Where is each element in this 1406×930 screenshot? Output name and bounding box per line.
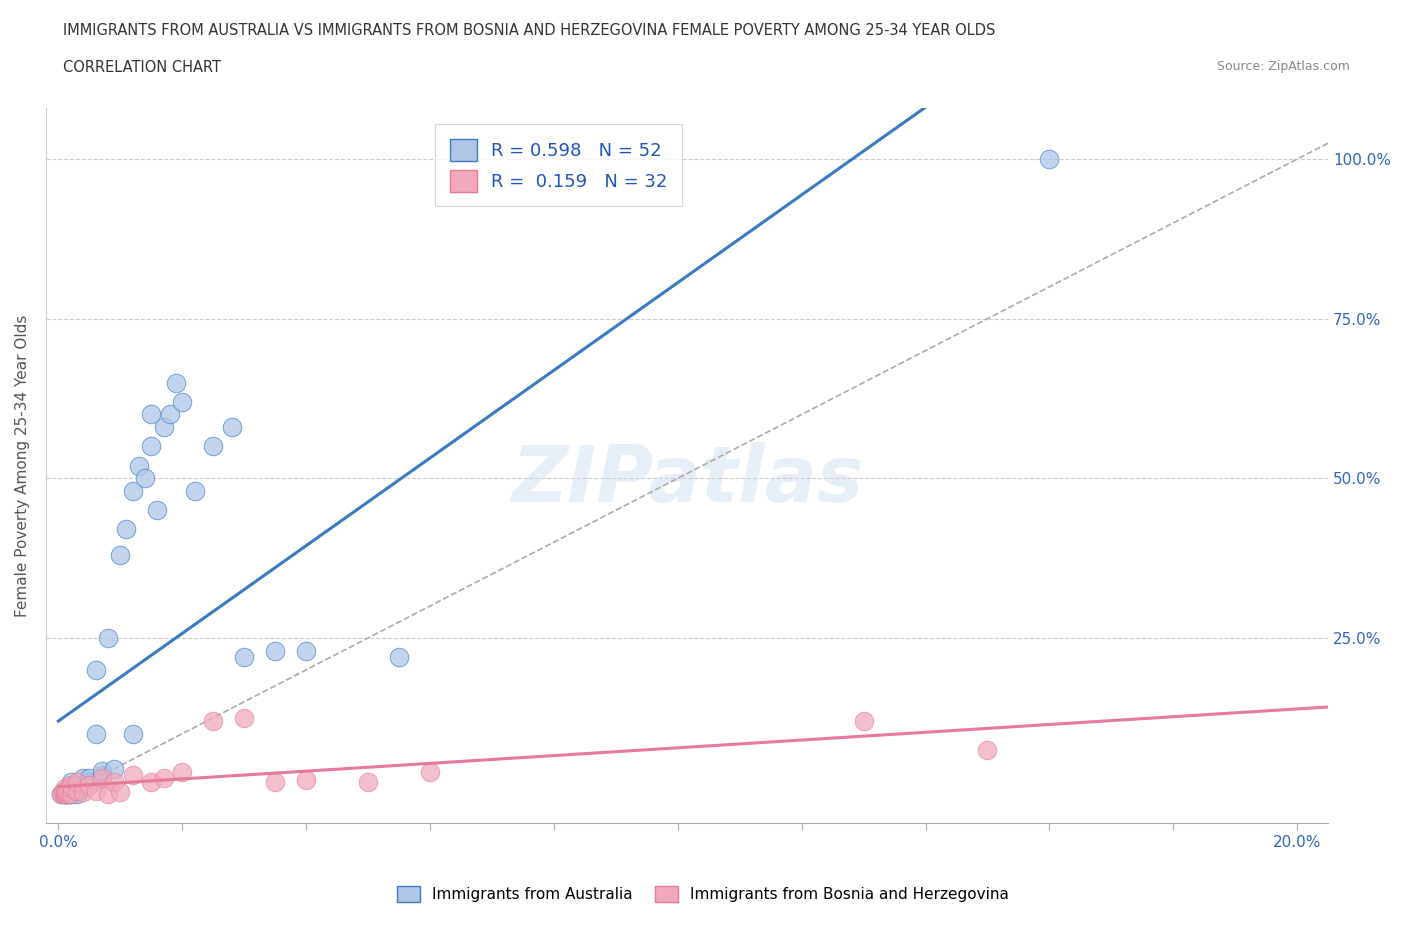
Point bbox=[66, 784, 89, 799]
Point bbox=[56, 787, 79, 802]
Point bbox=[84, 726, 107, 741]
Point bbox=[388, 650, 411, 665]
Point bbox=[221, 419, 243, 434]
Point bbox=[295, 644, 318, 658]
Point bbox=[66, 787, 89, 802]
Point bbox=[121, 726, 143, 741]
Point bbox=[295, 772, 318, 787]
Point bbox=[1038, 152, 1060, 166]
Point bbox=[159, 407, 181, 422]
Point bbox=[79, 777, 101, 792]
Point bbox=[233, 711, 256, 725]
Point bbox=[56, 784, 79, 799]
Text: IMMIGRANTS FROM AUSTRALIA VS IMMIGRANTS FROM BOSNIA AND HERZEGOVINA FEMALE POVER: IMMIGRANTS FROM AUSTRALIA VS IMMIGRANTS … bbox=[63, 23, 995, 38]
Point bbox=[66, 784, 89, 799]
Point bbox=[97, 787, 120, 802]
Point bbox=[59, 780, 82, 795]
Point bbox=[58, 787, 80, 802]
Text: Source: ZipAtlas.com: Source: ZipAtlas.com bbox=[1216, 60, 1350, 73]
Point bbox=[55, 787, 77, 802]
Point bbox=[55, 787, 77, 802]
Point bbox=[79, 774, 101, 789]
Point bbox=[56, 782, 79, 797]
Point bbox=[59, 784, 82, 799]
Point bbox=[357, 774, 380, 789]
Point bbox=[128, 458, 150, 473]
Point bbox=[103, 774, 125, 789]
Point bbox=[59, 777, 82, 792]
Point bbox=[121, 484, 143, 498]
Point bbox=[52, 787, 75, 802]
Point bbox=[110, 548, 132, 563]
Point bbox=[79, 777, 101, 792]
Point bbox=[59, 777, 82, 792]
Text: CORRELATION CHART: CORRELATION CHART bbox=[63, 60, 221, 75]
Point bbox=[233, 650, 256, 665]
Point bbox=[51, 787, 73, 802]
Point bbox=[264, 774, 287, 789]
Point bbox=[115, 522, 138, 537]
Point bbox=[172, 764, 194, 779]
Point bbox=[141, 407, 163, 422]
Point bbox=[52, 785, 75, 800]
Point bbox=[202, 713, 225, 728]
Point bbox=[419, 764, 441, 779]
Point bbox=[141, 774, 163, 789]
Point bbox=[976, 742, 998, 757]
Point bbox=[103, 762, 125, 777]
Point bbox=[79, 771, 101, 786]
Point bbox=[66, 780, 89, 795]
Point bbox=[852, 713, 875, 728]
Legend: R = 0.598   N = 52, R =  0.159   N = 32: R = 0.598 N = 52, R = 0.159 N = 32 bbox=[436, 125, 682, 206]
Point bbox=[55, 784, 77, 799]
Point bbox=[59, 774, 82, 789]
Point bbox=[152, 771, 174, 786]
Point bbox=[97, 631, 120, 645]
Point bbox=[264, 644, 287, 658]
Point bbox=[110, 785, 132, 800]
Point bbox=[66, 777, 89, 792]
Point bbox=[72, 785, 94, 800]
Point bbox=[53, 787, 76, 802]
Point bbox=[84, 662, 107, 677]
Point bbox=[59, 780, 82, 795]
Point bbox=[53, 784, 76, 799]
Point bbox=[53, 784, 76, 799]
Point bbox=[53, 780, 76, 795]
Point bbox=[172, 394, 194, 409]
Point bbox=[51, 787, 73, 802]
Point bbox=[59, 787, 82, 802]
Point bbox=[53, 785, 76, 800]
Point bbox=[121, 768, 143, 783]
Point bbox=[202, 439, 225, 454]
Point bbox=[90, 764, 112, 778]
Point bbox=[152, 419, 174, 434]
Point bbox=[53, 787, 76, 802]
Text: ZIPatlas: ZIPatlas bbox=[510, 442, 863, 518]
Point bbox=[72, 777, 94, 792]
Point bbox=[165, 375, 187, 390]
Point bbox=[183, 484, 205, 498]
Point bbox=[90, 768, 112, 783]
Point bbox=[72, 771, 94, 786]
Point bbox=[53, 785, 76, 800]
Point bbox=[84, 784, 107, 799]
Point bbox=[66, 774, 89, 789]
Legend: Immigrants from Australia, Immigrants from Bosnia and Herzegovina: Immigrants from Australia, Immigrants fr… bbox=[391, 880, 1015, 909]
Point bbox=[141, 439, 163, 454]
Point bbox=[59, 787, 82, 802]
Point bbox=[53, 787, 76, 802]
Y-axis label: Female Poverty Among 25-34 Year Olds: Female Poverty Among 25-34 Year Olds bbox=[15, 314, 30, 617]
Point bbox=[146, 503, 169, 518]
Point bbox=[90, 771, 112, 786]
Point bbox=[134, 471, 156, 485]
